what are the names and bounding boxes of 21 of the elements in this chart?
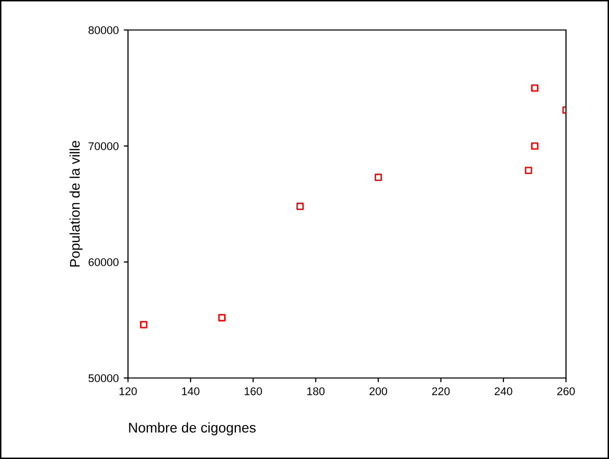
x-tick-label: 200 [370,387,388,396]
point [531,142,538,150]
point [524,166,532,174]
x-tick-label: 240 [494,387,512,396]
y-tick-label: 50000 [88,374,119,382]
x-axis-title: Nombre de cigognes [129,422,256,436]
y-axis-title: Population de la ville [70,140,83,267]
point [140,321,148,328]
point [374,174,382,181]
point [531,84,538,92]
y-tick-label: 70000 [88,142,119,150]
y-tick-label: 80000 [88,26,119,34]
x-tick-label: 220 [432,387,450,396]
x-tick-label: 160 [244,387,262,396]
point [218,314,226,322]
point [296,202,304,210]
x-tick-label: 120 [120,387,137,396]
x-tick-label: 180 [307,387,325,396]
x-tick-label: 140 [182,387,200,396]
y-tick-label: 60000 [88,258,119,266]
x-tick-label: 260 [557,387,575,396]
